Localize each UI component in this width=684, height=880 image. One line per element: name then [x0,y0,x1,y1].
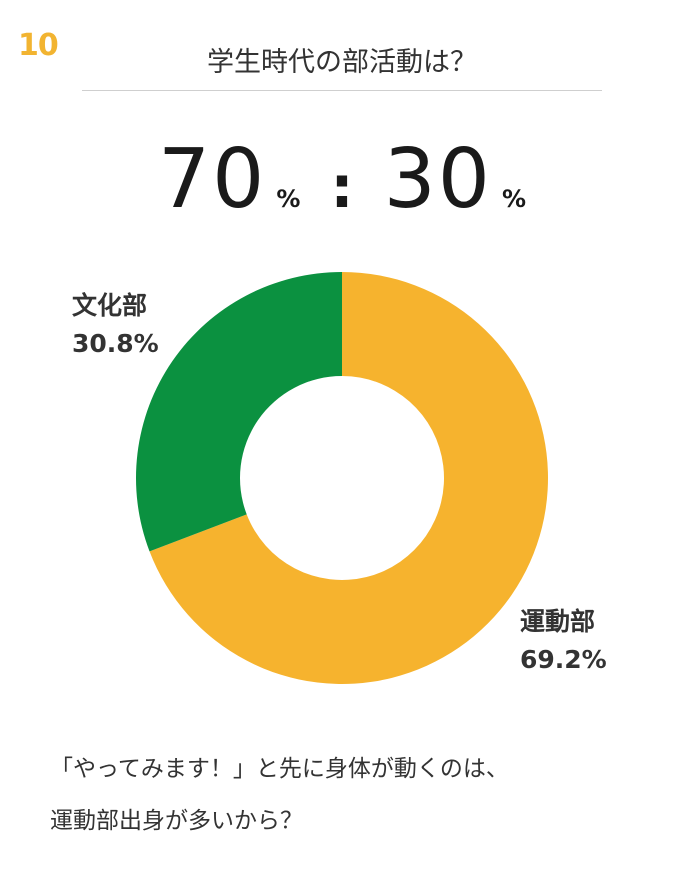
caption-line-2: 運動部出身が多いから？ [50,808,303,834]
ratio-left-unit: % [276,185,301,213]
slice-label-culture: 文化部 30.8% [72,287,159,363]
slice-label-sports: 運動部 69.2% [520,603,607,679]
ratio-left-value: 70 [158,132,267,227]
ratio-summary: 70 % : 30 % [0,132,684,232]
ratio-right-value: 30 [383,132,492,227]
caption: 「やってみます！」と先に身体が動くのは、 運動部出身が多いから？ [50,743,509,847]
question-number: 10 [18,28,59,63]
slice-label-culture-value: 30.8% [72,329,159,358]
slice-label-culture-name: 文化部 [72,291,148,320]
ratio-right-unit: % [501,185,526,213]
donut-slice-culture [136,272,342,552]
ratio-separator: : [330,153,354,221]
page-title: 学生時代の部活動は？ [207,47,477,78]
title-divider [82,90,602,91]
slice-label-sports-value: 69.2% [520,645,607,674]
caption-line-1: 「やってみます！」と先に身体が動くのは、 [50,756,509,782]
slice-label-sports-name: 運動部 [520,607,596,636]
donut-slice-sports [149,272,548,684]
